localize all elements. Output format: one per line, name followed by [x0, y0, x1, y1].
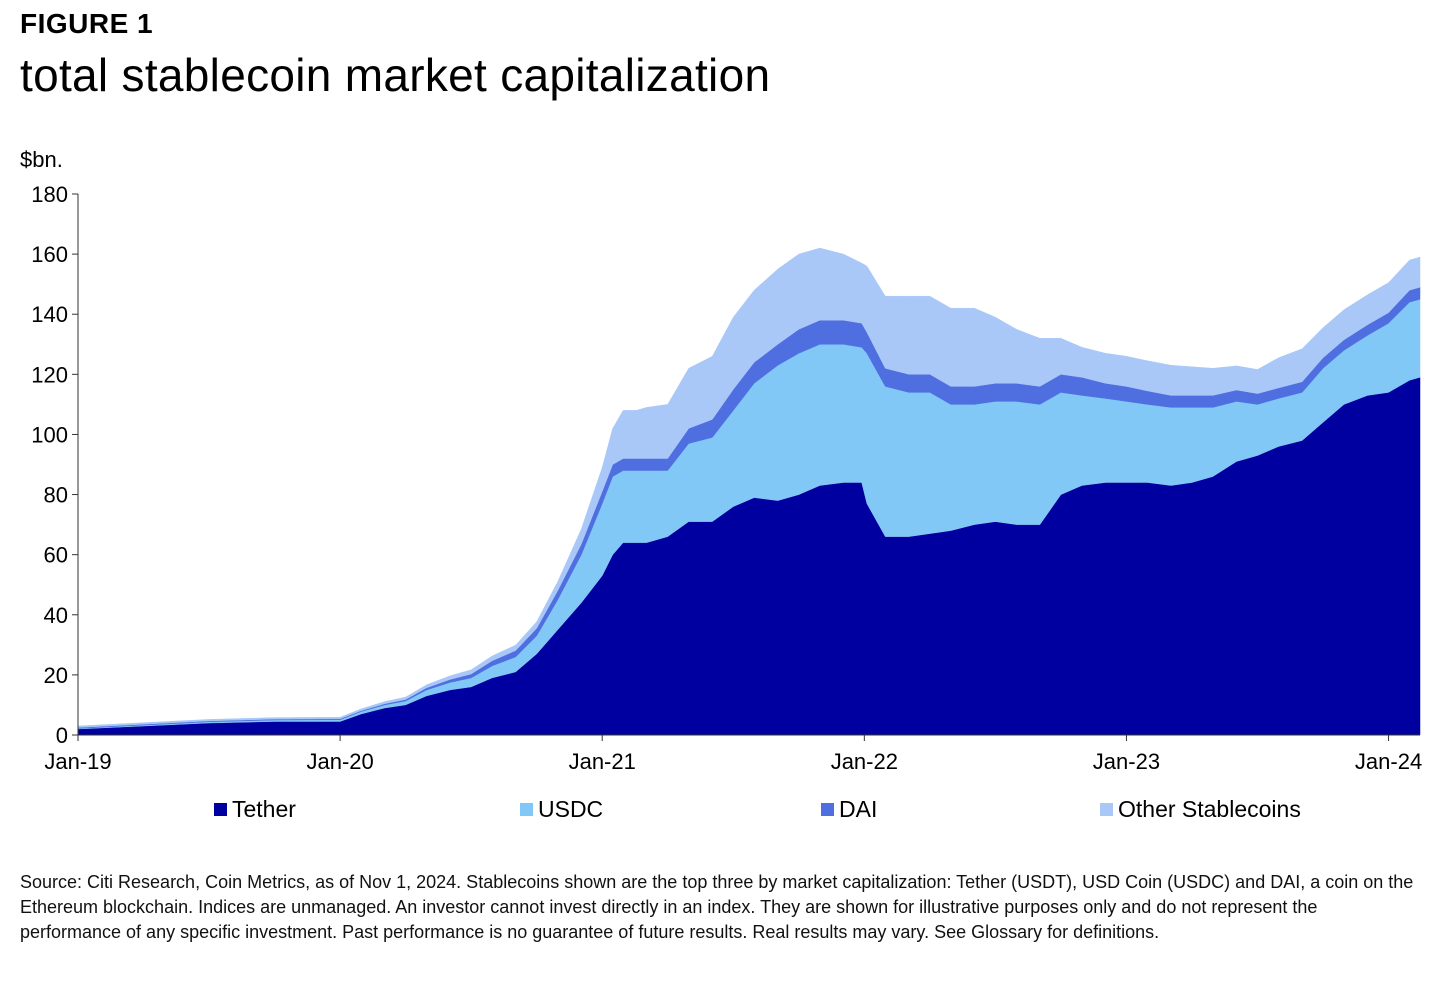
area-series-other-stablecoins — [77, 247, 1421, 728]
y-tick-label: 80 — [44, 483, 68, 508]
y-axis-unit-label: $bn. — [20, 147, 63, 172]
x-tick-label: Jan-20 — [306, 749, 373, 774]
x-tick-label: Jan-24 — [1355, 749, 1422, 774]
legend-swatch-other-stablecoins — [1100, 803, 1113, 816]
area-layers — [77, 247, 1421, 736]
x-tick-label: Jan-21 — [569, 749, 636, 774]
legend-item-dai: DAI — [821, 796, 877, 823]
legend-swatch-tether — [214, 803, 227, 816]
legend-item-tether: Tether — [214, 796, 296, 823]
legend-item-other-stablecoins: Other Stablecoins — [1100, 796, 1301, 823]
y-tick-label: 20 — [44, 663, 68, 688]
axes — [77, 194, 1420, 736]
chart-title: total stablecoin market capitalization — [20, 49, 771, 101]
x-tick-label: Jan-23 — [1093, 749, 1160, 774]
y-tick-label: 120 — [31, 362, 68, 387]
legend-label-other-stablecoins: Other Stablecoins — [1118, 796, 1301, 822]
legend-label-tether: Tether — [232, 796, 296, 822]
y-tick-label: 100 — [31, 422, 68, 447]
legend-label-dai: DAI — [839, 796, 878, 822]
source-note: Source: Citi Research, Coin Metrics, as … — [20, 872, 1414, 942]
y-axis-ticks: 0 20 40 60 80 100 120 140 160 180 — [31, 182, 78, 748]
figure-label: FIGURE 1 — [20, 8, 154, 39]
y-tick-label: 160 — [31, 242, 68, 267]
legend-swatch-usdc — [520, 803, 533, 816]
x-axis-ticks: Jan-19 Jan-20 Jan-21 Jan-22 Jan-23 Jan-24 — [44, 735, 1422, 774]
legend-label-usdc: USDC — [538, 796, 604, 822]
y-tick-label: 180 — [31, 182, 68, 207]
y-tick-label: 140 — [31, 302, 68, 327]
legend-swatch-dai — [821, 803, 834, 816]
y-tick-label: 60 — [44, 543, 68, 568]
x-tick-label: Jan-19 — [44, 749, 111, 774]
x-tick-label: Jan-22 — [831, 749, 898, 774]
chart-legend: Tether USDC DAI Other Stablecoins — [0, 796, 1456, 830]
legend-item-usdc: USDC — [520, 796, 603, 823]
y-tick-label: 40 — [44, 603, 68, 628]
y-tick-label: 0 — [56, 723, 68, 748]
